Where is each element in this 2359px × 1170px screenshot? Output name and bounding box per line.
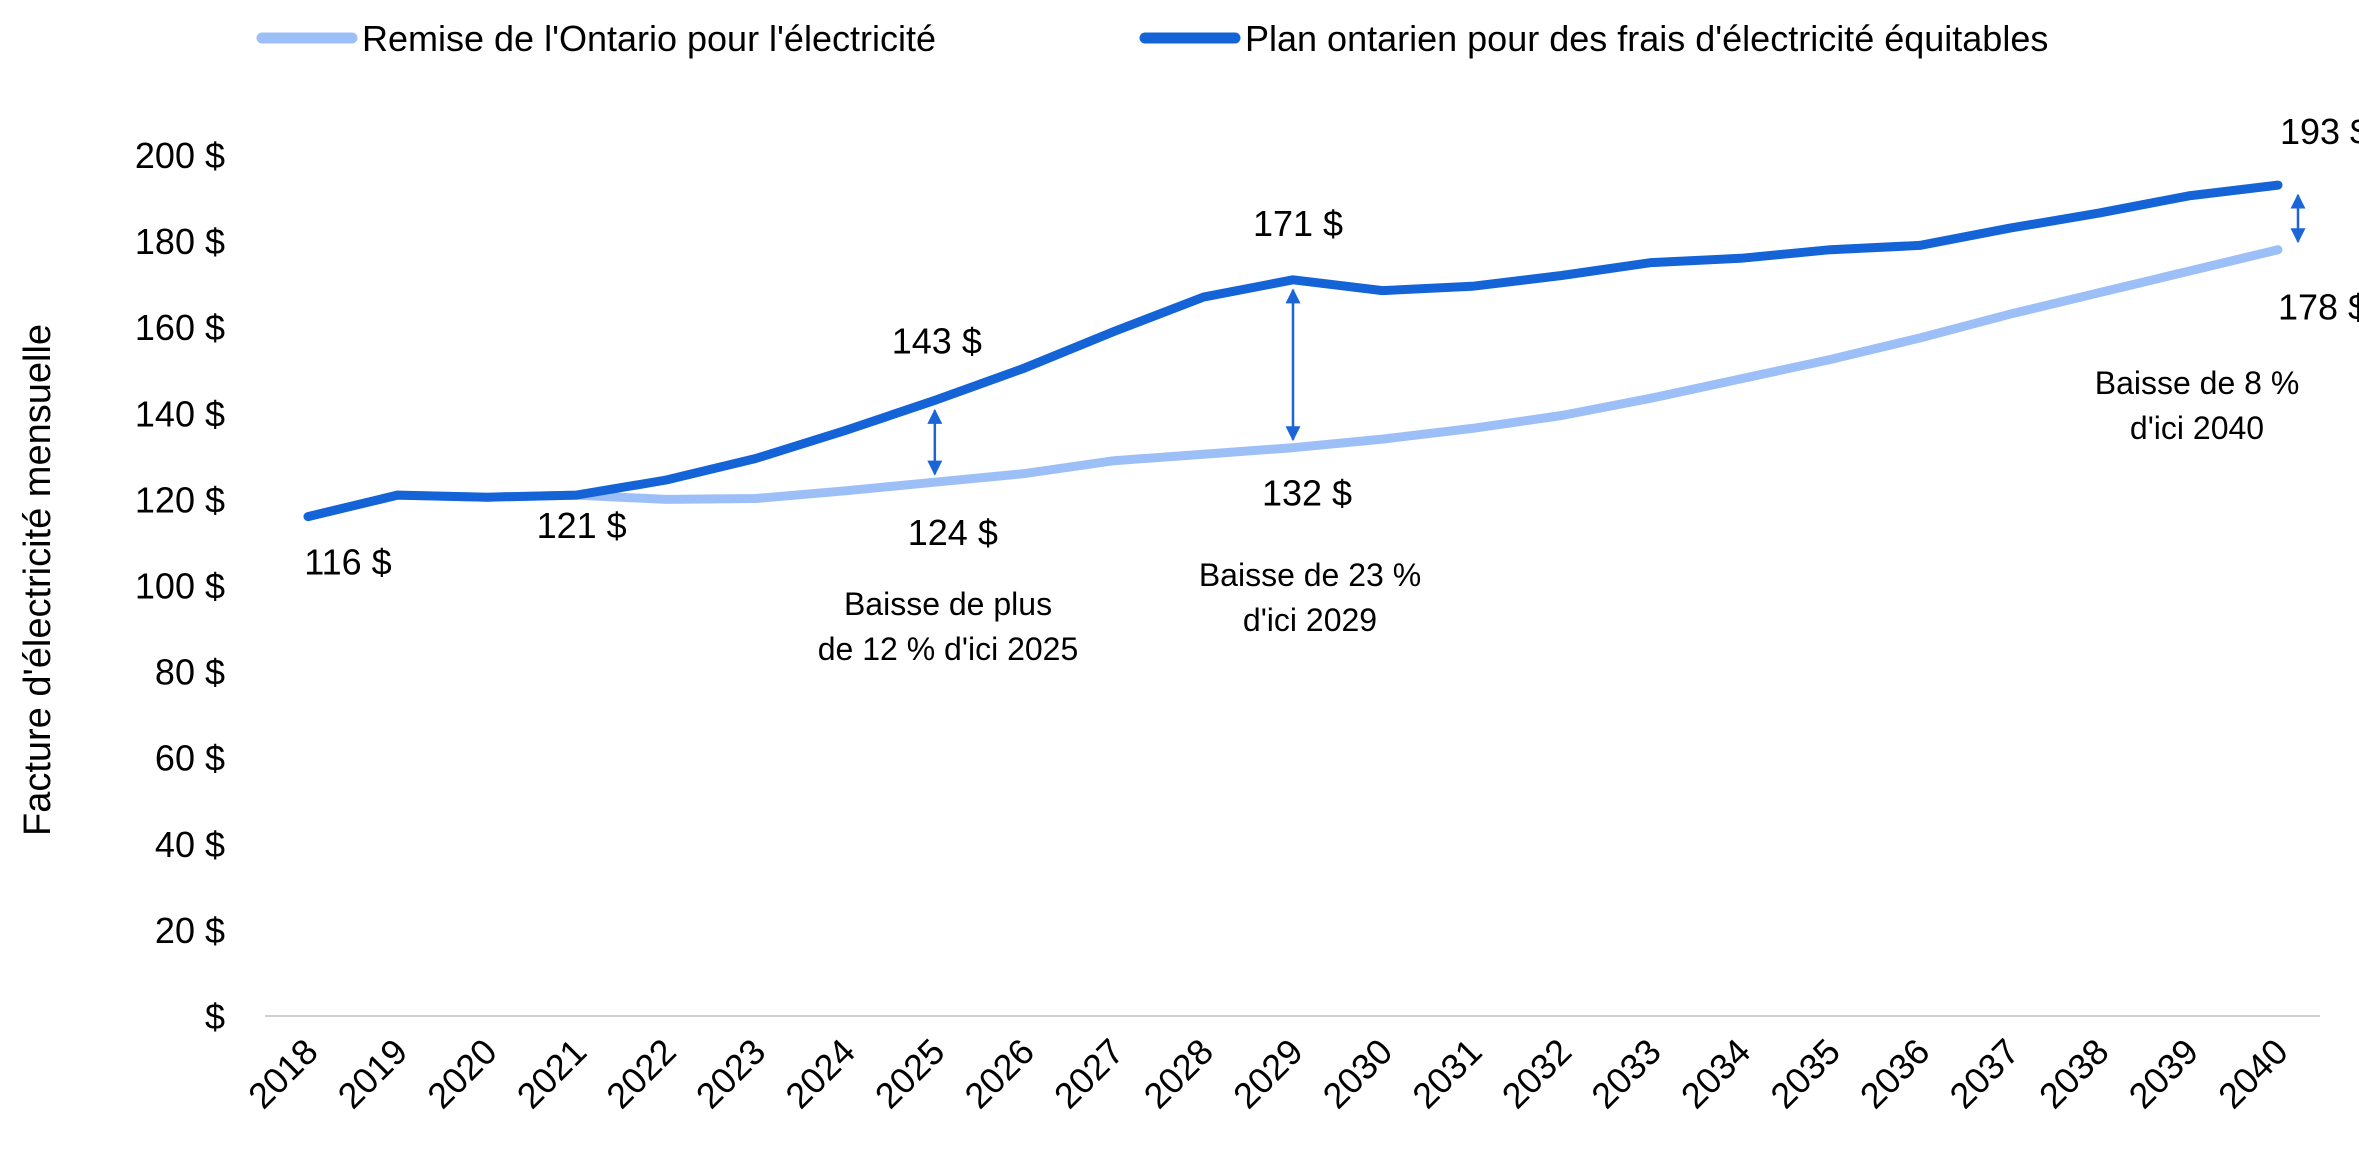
- arrows-group: [927, 193, 2306, 476]
- x-tick-label: 2039: [2120, 1031, 2206, 1117]
- series-group: [303, 180, 2283, 522]
- data-labels: 116 $ 121 $ 143 $ 124 $ 171 $ 132 $ 193 $ 178 $: [304, 111, 2359, 582]
- x-tick-label: 2024: [777, 1031, 863, 1117]
- y-tick-label: 120 $: [135, 479, 225, 520]
- x-tick-label: 2029: [1225, 1031, 1311, 1117]
- x-tick-label: 2026: [956, 1031, 1042, 1117]
- legend: Remise de l'Ontario pour l'électricité Pl…: [256, 18, 2048, 59]
- y-tick-label: 160 $: [135, 307, 225, 348]
- x-tick-label: 2040: [2210, 1031, 2296, 1117]
- legend-item: Remise de l'Ontario pour l'électricité: [256, 18, 936, 59]
- x-tick-label: 2036: [1852, 1031, 1938, 1117]
- data-label: 121 $: [537, 505, 627, 546]
- data-label: 132 $: [1262, 473, 1352, 514]
- annotation: Baisse de 23 % d'ici 2029: [1199, 557, 1421, 638]
- annotation: Baisse de plus de 12 % d'ici 2025: [818, 586, 1079, 667]
- y-tick-label: 20 $: [155, 910, 225, 951]
- legend-label: Plan ontarien pour des frais d'électrici…: [1245, 18, 2048, 59]
- x-tick-label: 2031: [1404, 1031, 1490, 1117]
- legend-label: Remise de l'Ontario pour l'électricité: [362, 18, 936, 59]
- x-tick-label: 2038: [2031, 1031, 2117, 1117]
- legend-item: Plan ontarien pour des frais d'électrici…: [1139, 18, 2048, 59]
- y-tick-label: 100 $: [135, 566, 225, 607]
- data-label: 124 $: [908, 512, 998, 553]
- x-tick-label: 2022: [598, 1031, 684, 1117]
- x-tick-label: 2027: [1046, 1031, 1132, 1117]
- x-tick-label: 2032: [1494, 1031, 1580, 1117]
- data-label: 116 $: [304, 542, 391, 583]
- y-tick-label: 140 $: [135, 393, 225, 434]
- annotations: Baisse de plus de 12 % d'ici 2025 Baisse d…: [818, 365, 2300, 667]
- data-label: 171 $: [1253, 203, 1343, 244]
- x-tick-label: 2033: [1583, 1031, 1669, 1117]
- data-label: 143 $: [892, 320, 982, 361]
- x-tick-label: 2030: [1315, 1031, 1401, 1117]
- x-tick-label: 2018: [240, 1031, 326, 1117]
- data-label: 178 $: [2278, 287, 2359, 328]
- y-axis: $20 $ 40 $ 60 $ 80 $ 100 $ 120 $ 140 $ 160 $ 180…: [135, 135, 225, 1037]
- y-tick-label: $: [205, 996, 225, 1037]
- y-tick-label: 60 $: [155, 738, 225, 779]
- y-tick-label: 80 $: [155, 652, 225, 693]
- y-tick-label: 40 $: [155, 824, 225, 865]
- x-tick-label: 2021: [509, 1031, 595, 1117]
- data-label: 193 $: [2280, 111, 2359, 152]
- x-tick-label: 2037: [1941, 1031, 2027, 1117]
- series-line: [303, 245, 2283, 522]
- x-tick-label: 2023: [688, 1031, 774, 1117]
- series-line: [303, 180, 2283, 522]
- y-axis-label: Facture d'électricité mensuelle: [17, 324, 59, 836]
- x-tick-label: 2034: [1673, 1031, 1759, 1117]
- annotation: Baisse de 8 % d'ici 2040: [2095, 365, 2300, 446]
- x-tick-label: 2020: [419, 1031, 505, 1117]
- x-axis: 2018 2019 2020 2021 2022 2023 2024 2025 2026 2027…: [240, 1015, 2320, 1117]
- y-tick-label: 180 $: [135, 221, 225, 262]
- x-tick-label: 2035: [1762, 1031, 1848, 1117]
- x-tick-label: 2028: [1135, 1031, 1221, 1117]
- x-tick-label: 2025: [867, 1031, 953, 1117]
- y-tick-label: 200 $: [135, 135, 225, 176]
- x-tick-label: 2019: [330, 1031, 416, 1117]
